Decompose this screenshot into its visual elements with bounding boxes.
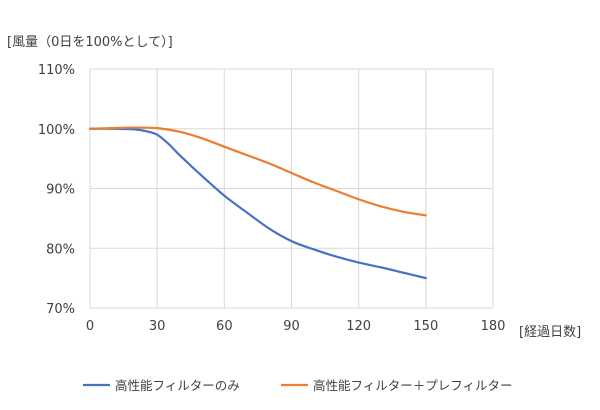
y-tick-label: 80% <box>46 242 75 257</box>
x-tick-label: 120 <box>346 319 371 334</box>
y-axis-title: [風量（0日を100%として）] <box>7 35 173 50</box>
legend-label-series-2: 高性能フィルター＋プレフィルター <box>313 378 513 393</box>
y-tick-label: 70% <box>46 302 75 317</box>
plot-area: 70% 80% 90% 100% 110% 0 30 60 90 120 150 180 <box>38 63 506 334</box>
y-tick-label: 100% <box>38 123 75 138</box>
series-1-line <box>88 127 427 280</box>
x-tick-label: 90 <box>283 319 300 334</box>
x-tick-label: 60 <box>216 319 233 334</box>
series-2-line <box>88 126 427 217</box>
legend-label-series-1: 高性能フィルターのみ <box>115 378 240 393</box>
x-tick-label: 30 <box>149 319 166 334</box>
x-tick-label: 0 <box>86 319 94 334</box>
legend: 高性能フィルターのみ 高性能フィルター＋プレフィルター <box>83 378 513 393</box>
x-axis-title: [経過日数] <box>519 325 581 340</box>
y-tick-label: 90% <box>46 183 75 198</box>
y-tick-label: 110% <box>38 63 75 78</box>
x-tick-label: 180 <box>481 319 506 334</box>
x-tick-label: 150 <box>413 319 438 334</box>
